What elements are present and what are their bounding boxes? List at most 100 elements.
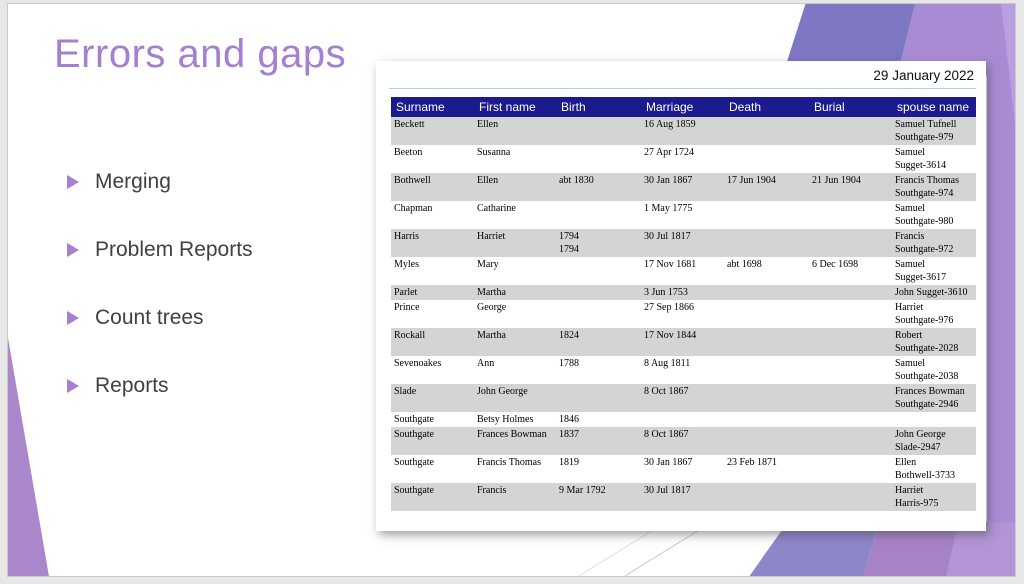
table-cell: Sevenoakes — [394, 358, 442, 369]
table-cell: Francis — [474, 483, 556, 511]
table-cell — [809, 117, 892, 145]
table-cell — [724, 117, 809, 145]
report-date: 29 January 2022 — [873, 68, 974, 83]
bullet-triangle-icon — [67, 379, 79, 393]
table-cell: Ellen — [474, 173, 556, 201]
table-cell — [809, 145, 892, 173]
column-header: Birth — [556, 97, 641, 117]
table-cell: 30 Jul 1817 — [641, 483, 724, 511]
decoration-line — [624, 523, 709, 576]
table-cell — [556, 285, 641, 300]
table-row: Prince George 27 Sep 1866 Harriet Southgate… — [391, 300, 976, 328]
table-cell: Francis Southgate-972 — [892, 229, 976, 257]
column-header: spouse name — [892, 97, 976, 117]
table-cell — [724, 384, 809, 412]
table-cell: Ellen — [474, 117, 556, 145]
table-row: Southgate Francis Thomas 1819 30 Jan 1867 23… — [391, 455, 976, 483]
table-cell: Harriet — [474, 229, 556, 257]
table-cell — [809, 412, 892, 427]
bullet-item: Problem Reports — [67, 237, 253, 263]
table-cell — [641, 412, 724, 427]
table-row: Parlet Martha 3 Jun 1753 John Sugget-3610 — [391, 285, 976, 300]
decoration-bottom-right-blue — [749, 522, 880, 576]
table-cell: John George Slade-2947 — [892, 427, 976, 455]
table-cell: Samuel Southgate-980 — [895, 203, 954, 227]
table-cell: 17 Nov 1681 — [644, 259, 697, 270]
report-table: Surname First name Birth Marriage Death Buria… — [391, 97, 976, 511]
column-header: Burial — [809, 97, 892, 117]
bullet-list: Merging Problem Reports Count trees Repo… — [67, 169, 253, 399]
table-cell: abt 1830 — [556, 173, 641, 201]
bullet-label: Reports — [95, 374, 169, 397]
table-cell: 1788 — [559, 358, 579, 369]
table-cell: Prince — [394, 302, 420, 313]
table-cell: 6 Dec 1698 — [812, 259, 859, 270]
table-row: Sevenoakes Ann 1788 8 Aug 1811 Samuel Southg… — [391, 356, 976, 384]
bullet-item: Count trees — [67, 305, 253, 331]
table-cell — [809, 384, 892, 412]
table-cell: John Sugget-3610 — [892, 285, 976, 300]
table-cell: Ellen Bothwell-3733 — [895, 457, 955, 481]
bullet-label: Merging — [95, 170, 171, 193]
table-cell — [724, 427, 809, 455]
table-cell: 30 Jan 1867 — [644, 457, 693, 468]
table-cell — [724, 300, 809, 328]
table-cell: Samuel Sugget-3614 — [895, 147, 947, 171]
table-cell: 27 Apr 1724 — [644, 147, 694, 158]
table-body: Beckett Ellen 16 Aug 1859 Samuel Tufnell So… — [391, 117, 976, 511]
table-row: Bothwell Ellen abt 1830 30 Jan 1867 17 Jun 1… — [391, 173, 976, 201]
table-cell — [724, 201, 809, 229]
table-cell — [809, 201, 892, 229]
table-cell: 3 Jun 1753 — [641, 285, 724, 300]
decoration-line — [578, 523, 663, 576]
table-cell: 1819 — [559, 457, 579, 468]
table-cell: Samuel Sugget-3617 — [895, 259, 947, 283]
table-row: Myles Mary 17 Nov 1681 abt 1698 6 Dec 1698 Sa… — [391, 257, 976, 285]
decoration-top-right-blue — [782, 4, 916, 76]
table-cell: 30 Jan 1867 — [641, 173, 724, 201]
table-cell — [809, 427, 892, 455]
table-cell: Samuel Southgate-2038 — [895, 358, 959, 382]
table-row: Southgate Betsy Holmes 1846 — [391, 412, 976, 427]
date-divider — [389, 88, 976, 89]
decoration-bottom-right-light — [946, 522, 1015, 576]
table-cell: Beeton — [394, 147, 423, 158]
table-cell: 8 Oct 1867 — [641, 427, 724, 455]
table-row: Beckett Ellen 16 Aug 1859 Samuel Tufnell So… — [391, 117, 976, 145]
table-cell — [724, 328, 809, 356]
column-header: Surname — [391, 97, 474, 117]
table-cell: Martha — [474, 285, 556, 300]
table-row: Rockall Martha 1824 17 Nov 1844 Robert South… — [391, 328, 976, 356]
column-header: Marriage — [641, 97, 724, 117]
table-cell: Francis Thomas Southgate-974 — [892, 173, 976, 201]
table-cell: 8 Oct 1867 — [641, 384, 724, 412]
table-cell — [556, 300, 641, 328]
table-cell — [809, 285, 892, 300]
table-row: Slade John George 8 Oct 1867 Frances Bowman… — [391, 384, 976, 412]
bullet-triangle-icon — [67, 175, 79, 189]
table-cell — [724, 483, 809, 511]
decoration-top-right-light — [1001, 4, 1015, 124]
table-cell — [809, 455, 892, 483]
table-cell: 21 Jun 1904 — [809, 173, 892, 201]
table-cell: Southgate — [394, 414, 434, 425]
bullet-triangle-icon — [67, 243, 79, 257]
table-header-row: Surname First name Birth Marriage Death Buria… — [391, 97, 976, 117]
bullet-item: Merging — [67, 169, 253, 195]
table-cell: 1824 — [556, 328, 641, 356]
table-cell: 1 May 1775 — [644, 203, 693, 214]
table-cell: Betsy Holmes — [477, 414, 534, 425]
table-row: Chapman Catharine 1 May 1775 Samuel Southga… — [391, 201, 976, 229]
table-cell: Catharine — [477, 203, 516, 214]
table-cell — [724, 285, 809, 300]
table-cell — [724, 356, 809, 384]
table-cell: 30 Jul 1817 — [641, 229, 724, 257]
table-cell — [556, 384, 641, 412]
table-cell: Bothwell — [391, 173, 474, 201]
table-cell: 8 Aug 1811 — [644, 358, 691, 369]
table-cell: 23 Feb 1871 — [727, 457, 777, 468]
table-cell: 27 Sep 1866 — [644, 302, 694, 313]
table-cell: Martha — [474, 328, 556, 356]
table-cell: Samuel Tufnell Southgate-979 — [892, 117, 976, 145]
